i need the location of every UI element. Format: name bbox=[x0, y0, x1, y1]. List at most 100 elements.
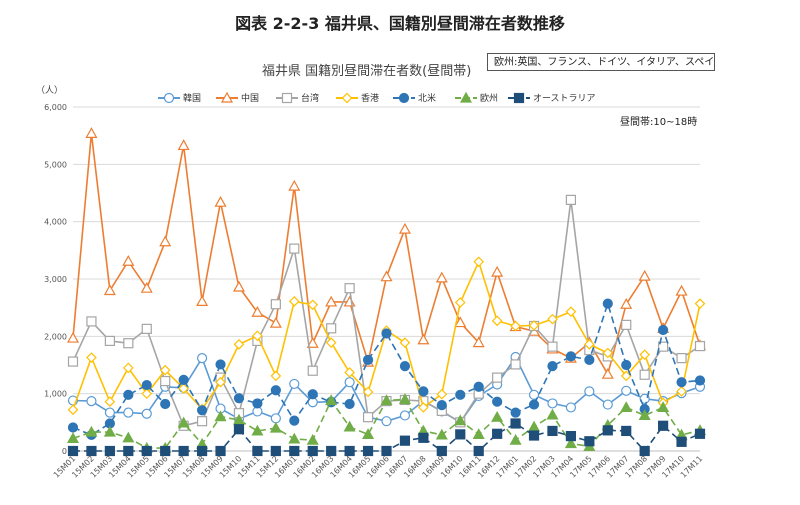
data-point bbox=[621, 425, 632, 437]
data-point bbox=[676, 353, 687, 364]
data-point bbox=[66, 331, 80, 343]
data-point bbox=[436, 445, 447, 457]
data-point bbox=[528, 320, 540, 331]
data-point bbox=[510, 407, 521, 418]
data-point bbox=[455, 389, 466, 400]
data-point bbox=[289, 378, 300, 390]
data-point bbox=[491, 315, 503, 327]
data-point bbox=[418, 432, 429, 443]
data-point bbox=[621, 319, 632, 330]
data-point bbox=[547, 425, 558, 437]
data-point bbox=[492, 396, 503, 407]
data-point bbox=[269, 421, 282, 433]
data-point bbox=[436, 388, 448, 400]
legend-item: 台湾 bbox=[276, 92, 319, 104]
time-note: 昼間帯:10~18時 bbox=[620, 117, 698, 128]
data-point bbox=[289, 415, 300, 426]
data-point bbox=[215, 376, 226, 388]
data-point bbox=[140, 281, 153, 293]
legend-marker bbox=[163, 92, 175, 104]
data-point bbox=[676, 386, 687, 397]
data-point bbox=[104, 407, 115, 418]
data-point bbox=[602, 399, 613, 410]
data-point bbox=[67, 356, 79, 367]
data-point bbox=[123, 445, 134, 457]
data-point bbox=[584, 354, 595, 365]
data-point bbox=[122, 254, 135, 266]
data-point bbox=[492, 372, 503, 383]
data-point bbox=[270, 299, 281, 310]
legend-marker bbox=[398, 92, 410, 104]
data-point bbox=[196, 405, 208, 416]
data-point bbox=[104, 445, 115, 457]
data-point bbox=[658, 420, 669, 431]
data-point bbox=[232, 280, 245, 292]
data-point bbox=[547, 361, 558, 372]
legend-label: 香港 bbox=[361, 92, 379, 104]
data-point bbox=[491, 410, 504, 422]
data-point bbox=[214, 410, 227, 422]
data-point bbox=[657, 401, 670, 413]
data-point bbox=[232, 413, 245, 425]
data-point bbox=[104, 335, 115, 347]
legend-marker bbox=[513, 92, 525, 104]
data-point bbox=[306, 433, 319, 445]
y-tick-label: 5,000 bbox=[44, 160, 67, 169]
data-point bbox=[565, 194, 577, 205]
data-point bbox=[362, 386, 374, 398]
data-point bbox=[473, 381, 484, 392]
legend-label: 北米 bbox=[418, 92, 436, 104]
data-point bbox=[141, 379, 152, 391]
data-point bbox=[436, 400, 447, 411]
data-point bbox=[215, 359, 226, 370]
data-point bbox=[694, 428, 706, 439]
data-point bbox=[86, 396, 97, 407]
data-point bbox=[584, 436, 595, 447]
data-point bbox=[638, 409, 651, 421]
data-point bbox=[251, 306, 264, 317]
data-point bbox=[565, 351, 577, 362]
data-point bbox=[103, 425, 116, 437]
legend-item: オーストラリア bbox=[508, 92, 596, 104]
data-point bbox=[123, 338, 134, 349]
data-point bbox=[85, 127, 98, 138]
data-point bbox=[418, 402, 429, 413]
data-point bbox=[473, 256, 485, 268]
data-point bbox=[86, 352, 97, 363]
data-point bbox=[584, 339, 595, 350]
data-point bbox=[178, 374, 189, 386]
data-point bbox=[362, 412, 374, 423]
data-point bbox=[658, 341, 669, 352]
data-point bbox=[344, 283, 355, 294]
data-point bbox=[326, 323, 337, 334]
data-point bbox=[344, 445, 355, 457]
data-point bbox=[160, 398, 171, 410]
data-point bbox=[528, 399, 540, 410]
data-point bbox=[141, 323, 152, 334]
main-title: 図表 2-2-3 福井県、国籍別昼間滞在者数推移 bbox=[235, 14, 565, 33]
data-point bbox=[694, 298, 706, 310]
data-point bbox=[602, 298, 613, 309]
data-point bbox=[269, 316, 282, 328]
data-point bbox=[547, 398, 558, 409]
data-point bbox=[620, 370, 632, 382]
data-point bbox=[638, 269, 651, 281]
legend-marker bbox=[341, 92, 353, 104]
data-point bbox=[454, 297, 466, 308]
legend-marker bbox=[459, 91, 473, 103]
data-point bbox=[454, 316, 467, 328]
legend-label: 韓国 bbox=[183, 93, 201, 104]
data-point bbox=[67, 404, 79, 416]
legend-item: 欧州 bbox=[455, 91, 498, 104]
data-point bbox=[621, 359, 632, 371]
data-point bbox=[325, 295, 338, 307]
data-point bbox=[233, 339, 245, 350]
data-point bbox=[472, 336, 485, 348]
data-point bbox=[344, 398, 355, 410]
data-point bbox=[546, 408, 559, 420]
data-point bbox=[252, 445, 263, 457]
data-point bbox=[141, 445, 152, 457]
data-point bbox=[141, 388, 153, 400]
data-point bbox=[307, 389, 318, 400]
data-point bbox=[66, 432, 80, 443]
